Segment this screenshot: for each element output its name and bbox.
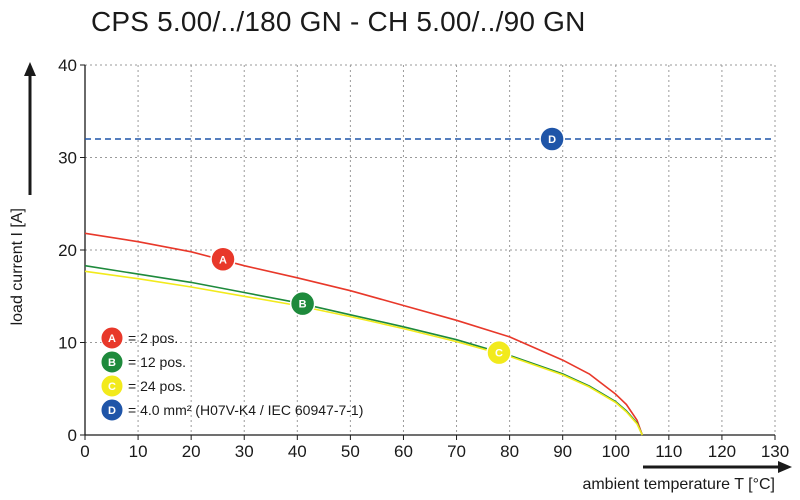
chart-title: CPS 5.00/../180 GN - CH 5.00/../90 GN	[91, 6, 586, 37]
series-marker-letter: C	[495, 348, 503, 360]
x-tick-label: 130	[761, 442, 789, 461]
y-tick-label: 0	[68, 426, 77, 445]
legend-entry-c: = 24 pos.	[128, 378, 186, 394]
legend-marker-a	[100, 326, 124, 350]
y-axis-title: load current I [A]	[9, 208, 26, 325]
x-tick-label: 110	[655, 442, 682, 461]
series-marker-letter: D	[548, 134, 556, 146]
series-marker-a	[210, 246, 236, 272]
y-tick-label: 30	[58, 149, 77, 168]
legend-entry-d: = 4.0 mm² (H07V-K4 / IEC 60947-7-1)	[128, 402, 363, 418]
axis-labels: 0 10 20 30 40 50 60 70 80 90 100 110 120 130 0 10 20 30 40…	[9, 56, 789, 493]
series-markers: A B C D	[210, 126, 565, 366]
legend-marker-letter: C	[108, 381, 116, 393]
x-tick-label: 20	[182, 442, 201, 461]
x-tick-label: 40	[288, 442, 307, 461]
series-line-c	[84, 270, 644, 436]
y-tick-label: 40	[58, 56, 77, 75]
legend-marker-letter: A	[108, 333, 116, 345]
legend-entry-b: = 12 pos.	[128, 354, 186, 370]
x-tick-label: 90	[553, 442, 572, 461]
legend-marker-d	[100, 398, 124, 422]
x-tick-label: 30	[235, 442, 254, 461]
x-tick-label: 80	[500, 442, 519, 461]
legend: A = 2 pos. B = 12 pos. C = 24 pos. D = 4.0 mm² …	[100, 326, 363, 422]
legend-marker-b	[100, 350, 124, 374]
y-tick-label: 20	[58, 241, 77, 260]
legend-marker-c	[100, 374, 124, 398]
series-layer	[84, 138, 775, 436]
legend-entry-a: = 2 pos.	[128, 330, 178, 346]
series-marker-b	[289, 290, 316, 317]
legend-marker-letter: D	[108, 405, 116, 417]
x-tick-label: 10	[129, 442, 148, 461]
legend-marker-letter: B	[108, 357, 116, 369]
y-tick-label: 10	[58, 334, 77, 353]
series-line-a	[84, 232, 644, 436]
y-axis-arrow-head	[24, 62, 36, 76]
x-tick-label: 60	[394, 442, 413, 461]
series-marker-d	[539, 126, 565, 152]
x-tick-label: 100	[602, 442, 630, 461]
x-tick-label: 70	[447, 442, 466, 461]
x-axis-arrow-head	[778, 461, 792, 473]
series-marker-c	[486, 339, 512, 366]
x-axis-title: ambient temperature T [°C]	[582, 476, 775, 493]
grid	[85, 64, 776, 435]
series-marker-letter: A	[219, 254, 227, 266]
x-tick-label: 0	[80, 442, 89, 461]
x-tick-label: 50	[341, 442, 360, 461]
series-marker-letter: B	[299, 299, 307, 311]
axes	[24, 62, 792, 473]
x-tick-label: 120	[708, 442, 736, 461]
